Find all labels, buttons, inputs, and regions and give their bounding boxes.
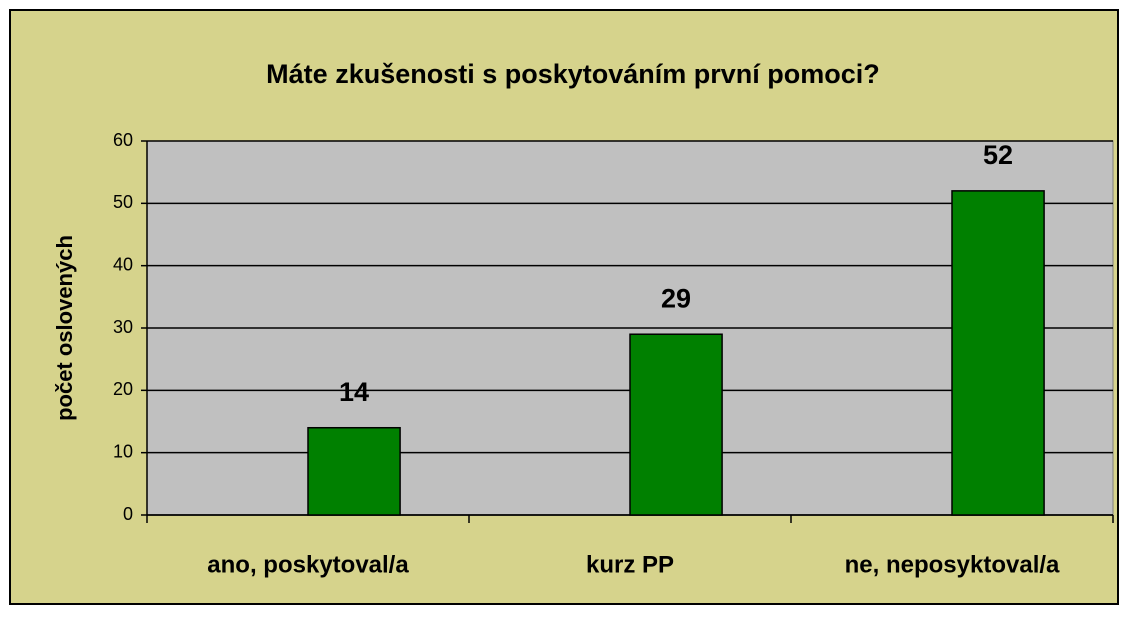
value-label: 29 — [661, 283, 691, 313]
bar — [951, 190, 1045, 516]
y-tick-label: 10 — [113, 441, 133, 461]
bar — [307, 426, 401, 516]
x-tick-label: ne, neposyktoval/a — [845, 551, 1060, 578]
chart-title: Máte zkušenosti s poskytováním první pom… — [266, 59, 880, 89]
value-label: 52 — [983, 140, 1013, 170]
y-tick-label: 0 — [123, 504, 133, 524]
bar — [629, 333, 723, 516]
y-axis-label: počet oslovených — [52, 235, 77, 421]
y-tick-label: 20 — [113, 379, 133, 399]
y-tick-label: 30 — [113, 317, 133, 337]
x-tick-label: ano, poskytoval/a — [207, 551, 409, 578]
value-label: 14 — [339, 377, 369, 407]
x-tick-label: kurz PP — [586, 551, 674, 578]
y-tick-label: 40 — [113, 254, 133, 274]
y-tick-label: 50 — [113, 192, 133, 212]
y-tick-label: 60 — [113, 130, 133, 150]
